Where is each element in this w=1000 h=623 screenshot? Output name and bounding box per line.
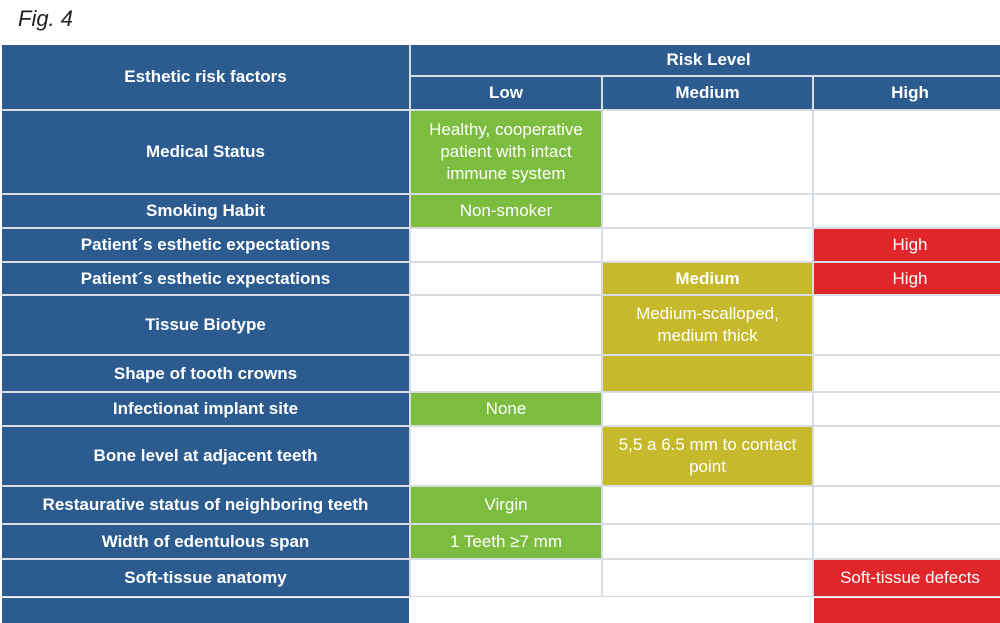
low-cell (411, 427, 601, 485)
esthetic-risk-table: Esthetic risk factors Risk Level Low Med… (2, 45, 1000, 623)
high-cell (814, 487, 1000, 523)
low-cell: Healthy, cooperative patient with intact… (411, 111, 601, 193)
factor-cell: Patient´s esthetic expectations (2, 263, 409, 294)
medium-header: Medium (603, 77, 812, 109)
factor-cell: Tissue Biotype (2, 296, 409, 354)
factor-cell: Width of edentulous span (2, 525, 409, 558)
figure-label: Fig. 4 (18, 6, 74, 31)
medium-cell (603, 598, 812, 623)
high-cell: High (814, 229, 1000, 261)
medium-cell (603, 560, 812, 596)
low-cell (411, 356, 601, 391)
medium-cell (603, 487, 812, 523)
factor-cell: Soft-tissue anatomy (2, 560, 409, 596)
high-cell (814, 393, 1000, 425)
medium-cell: 5,5 a 6.5 mm to contact point (603, 427, 812, 485)
low-cell (411, 560, 601, 596)
high-cell (814, 427, 1000, 485)
medium-cell (603, 525, 812, 558)
high-header: High (814, 77, 1000, 109)
low-cell (411, 263, 601, 294)
factor-cell: Infectionat implant site (2, 393, 409, 425)
factor-cell (2, 598, 409, 623)
low-cell: Virgin (411, 487, 601, 523)
medium-cell (603, 111, 812, 193)
low-cell: 1 Teeth ≥7 mm (411, 525, 601, 558)
high-cell: Soft-tissue defects (814, 560, 1000, 596)
medium-cell (603, 356, 812, 391)
high-cell (814, 598, 1000, 623)
high-cell (814, 356, 1000, 391)
factor-cell: Restaurative status of neighboring teeth (2, 487, 409, 523)
medium-cell (603, 195, 812, 227)
medium-cell: Medium (603, 263, 812, 294)
high-cell (814, 296, 1000, 354)
risk-level-header: Risk Level (411, 45, 1000, 75)
high-cell (814, 111, 1000, 193)
low-cell (411, 598, 601, 623)
factor-cell: Medical Status (2, 111, 409, 193)
low-cell: None (411, 393, 601, 425)
medium-cell (603, 229, 812, 261)
medium-cell: Medium-scalloped, medium thick (603, 296, 812, 354)
low-cell (411, 229, 601, 261)
high-cell (814, 525, 1000, 558)
factor-cell: Bone level at adjacent teeth (2, 427, 409, 485)
factors-header: Esthetic risk factors (2, 45, 409, 109)
low-cell (411, 296, 601, 354)
high-cell: High (814, 263, 1000, 294)
medium-cell (603, 393, 812, 425)
factor-cell: Smoking Habit (2, 195, 409, 227)
low-cell: Non-smoker (411, 195, 601, 227)
low-header: Low (411, 77, 601, 109)
high-cell (814, 195, 1000, 227)
factor-cell: Patient´s esthetic expectations (2, 229, 409, 261)
factor-cell: Shape of tooth crowns (2, 356, 409, 391)
